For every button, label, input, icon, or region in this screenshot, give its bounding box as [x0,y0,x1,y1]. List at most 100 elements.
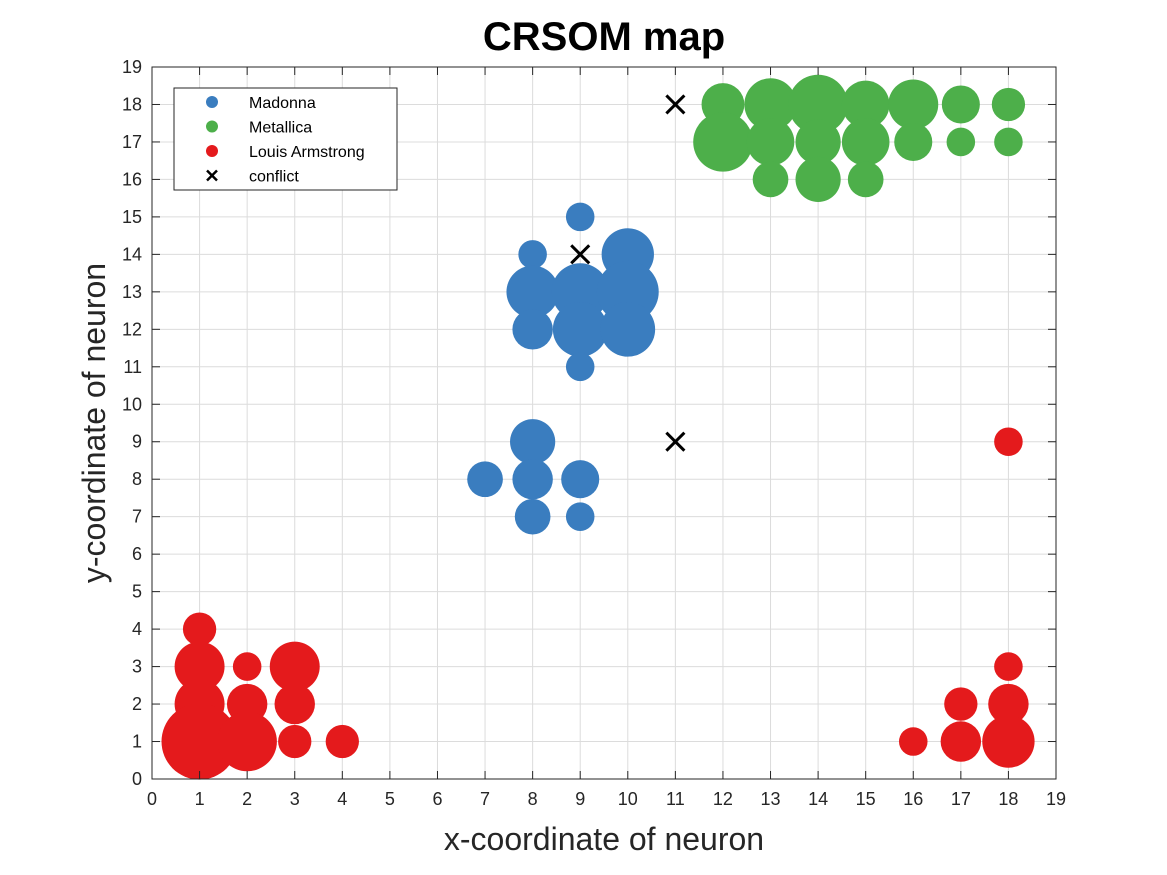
point-madonna [510,419,556,465]
point-metallica [994,127,1023,157]
y-tick-label: 17 [122,132,142,152]
x-tick-label: 19 [1046,789,1066,809]
y-axis-label: y-coordinate of neuron [76,263,112,583]
point-madonna [561,460,600,499]
point-louis-armstrong [161,703,238,780]
point-louis-armstrong [994,427,1023,457]
legend-item-louis-armstrong: Louis Armstrong [206,144,365,161]
point-louis-armstrong [325,724,359,759]
y-tick-label: 18 [122,94,142,114]
x-tick-label: 8 [528,789,538,809]
point-louis-armstrong [898,727,928,756]
y-tick-label: 9 [132,432,142,452]
point-louis-armstrong [217,711,277,772]
x-tick-label: 17 [951,789,971,809]
x-tick-label: 3 [290,789,300,809]
x-axis-label: x-coordinate of neuron [444,821,764,857]
y-tick-label: 12 [122,319,142,339]
plot-frame [151,66,1057,780]
point-metallica [894,122,933,161]
point-madonna [518,240,547,269]
y-tick-label: 5 [132,582,142,602]
series-madonna [467,202,659,535]
chart-title: CRSOM map [483,15,725,59]
point-madonna [512,309,553,350]
x-tick-label: 16 [903,789,923,809]
point-louis-armstrong [182,612,217,646]
y-tick-label: 19 [122,57,142,77]
point-madonna [552,301,608,357]
point-metallica [693,112,753,172]
y-tick-label: 7 [132,507,142,527]
y-tick-label: 1 [132,732,142,752]
point-louis-armstrong [278,724,312,759]
conflict-marker [665,94,686,115]
legend-label: Louis Armstrong [249,144,365,161]
point-metallica [746,118,795,166]
legend-swatch [206,96,218,108]
y-tick-label: 10 [122,394,142,414]
axis-ticks: 0 1 2 3 4 5 6 7 8 9 10 11 12 13 14 15 16 17 18 190123456789… [122,57,1066,809]
legend-label: Metallica [249,120,312,137]
point-metallica [941,85,980,124]
y-tick-label: 0 [132,769,142,789]
point-louis-armstrong [988,683,1029,725]
x-tick-label: 15 [856,789,876,809]
x-tick-label: 13 [761,789,781,809]
point-metallica [841,118,890,166]
point-metallica [946,127,976,157]
y-tick-label: 8 [132,469,142,489]
point-metallica [847,161,884,198]
point-madonna [565,502,595,531]
series-louis-armstrong [161,427,1035,780]
point-louis-armstrong [174,641,225,692]
series-conflict [570,94,686,452]
point-metallica [991,87,1026,122]
point-louis-armstrong [982,715,1035,768]
point-metallica [795,156,841,203]
y-tick-label: 3 [132,657,142,677]
point-louis-armstrong [269,641,320,692]
point-metallica [744,78,797,131]
point-madonna [512,458,553,500]
point-louis-armstrong [944,687,978,721]
point-metallica [752,161,789,198]
legend: Madonna Metallica Louis Armstrong conflict [173,87,398,191]
data-markers [161,74,1035,780]
x-tick-label: 1 [195,789,205,809]
legend-swatch [206,120,218,133]
x-tick-label: 5 [385,789,395,809]
y-tick-label: 4 [132,619,142,639]
legend-swatch [206,145,218,157]
conflict-marker [665,431,686,452]
y-tick-label: 2 [132,694,142,714]
x-tick-label: 14 [808,789,828,809]
point-madonna [506,265,559,319]
x-tick-label: 6 [432,789,442,809]
point-madonna [600,301,656,357]
x-tick-label: 2 [242,789,252,809]
point-metallica [841,80,890,129]
point-metallica [888,79,939,130]
legend-label: conflict [249,169,299,186]
y-tick-label: 13 [122,282,142,302]
point-madonna [565,202,595,232]
x-tick-label: 7 [480,789,490,809]
y-tick-label: 6 [132,544,142,564]
x-tick-label: 4 [337,789,347,809]
y-tick-label: 15 [122,207,142,227]
point-louis-armstrong [274,683,315,725]
legend-item-conflict: conflict [206,169,299,186]
point-madonna [514,498,551,535]
point-louis-armstrong [994,652,1023,681]
point-madonna [467,461,503,498]
legend-label: Madonna [249,95,316,112]
legend-swatch [206,169,218,182]
x-tick-label: 0 [147,789,157,809]
point-metallica [788,74,848,135]
x-tick-label: 11 [666,789,685,809]
legend-item-madonna: Madonna [206,95,316,112]
x-tick-label: 18 [998,789,1018,809]
legend-item-metallica: Metallica [206,120,312,137]
conflict-marker [570,244,591,265]
